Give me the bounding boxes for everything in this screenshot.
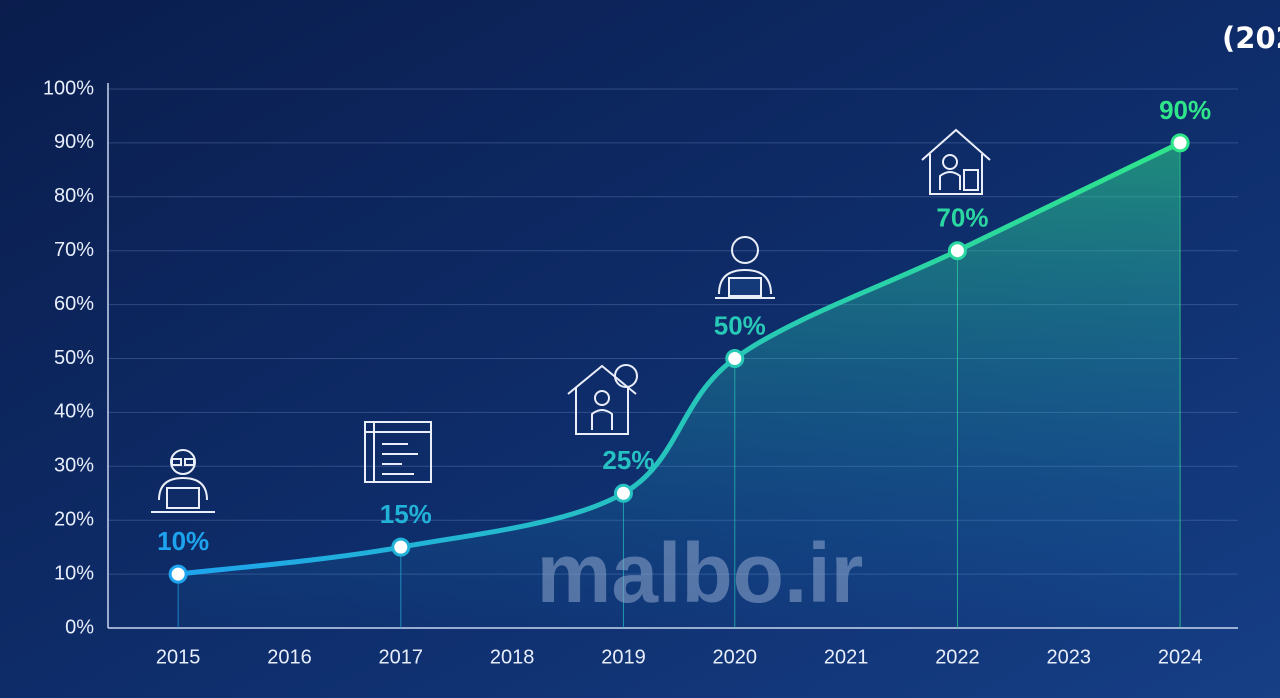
point <box>725 349 745 368</box>
y-tick-label: 70% <box>54 239 94 261</box>
value-label: 50% <box>714 310 766 340</box>
x-tick-label: 2023 <box>1047 646 1092 668</box>
x-tick-label: 2021 <box>824 646 869 668</box>
y-tick-label: 60% <box>54 293 94 315</box>
watermark: malbo.ir <box>537 526 864 620</box>
y-tick-label: 0% <box>65 616 94 638</box>
y-tick-label: 100% <box>43 77 94 99</box>
x-tick-label: 2019 <box>601 646 646 668</box>
x-tick-label: 2020 <box>713 646 758 668</box>
x-tick-label: 2024 <box>1158 646 1203 668</box>
value-label: 25% <box>602 445 654 475</box>
icon-remote-house <box>921 128 991 195</box>
value-label: 90% <box>1159 95 1211 125</box>
line <box>175 140 1183 577</box>
icon-home-office <box>567 364 638 435</box>
y-tick-label: 30% <box>54 455 94 477</box>
icon-programmer <box>715 236 775 299</box>
point <box>1170 133 1190 153</box>
value-label: 15% <box>380 499 432 529</box>
x-tick-label: 2016 <box>267 646 312 668</box>
value-label: 10% <box>157 526 209 556</box>
x-tick-label: 2022 <box>935 646 980 668</box>
point <box>168 564 188 584</box>
y-tick-label: 90% <box>54 131 94 153</box>
x-tick-label: 2017 <box>379 646 424 668</box>
point <box>947 241 967 261</box>
icon-developer <box>151 449 215 513</box>
point <box>613 483 633 503</box>
chart-title: نمودار رشد کار دورکاری در صنعت فناوری اط… <box>1222 21 1280 55</box>
plot-area: 0% 10% 20% 30% 40% 50% 60% 70% 80% 90% 100% 2015 201… <box>43 77 1238 668</box>
point <box>391 537 411 557</box>
value-label: 70% <box>936 203 988 233</box>
y-tick-label: 40% <box>54 401 94 423</box>
y-tick-label: 80% <box>54 185 94 207</box>
icon-code-window <box>364 421 432 483</box>
y-tick-label: 20% <box>54 508 94 530</box>
x-tick-label: 2018 <box>490 646 535 668</box>
y-tick-label: 50% <box>54 347 94 369</box>
y-tick-label: 10% <box>54 562 94 584</box>
x-tick-label: 2015 <box>156 646 201 668</box>
